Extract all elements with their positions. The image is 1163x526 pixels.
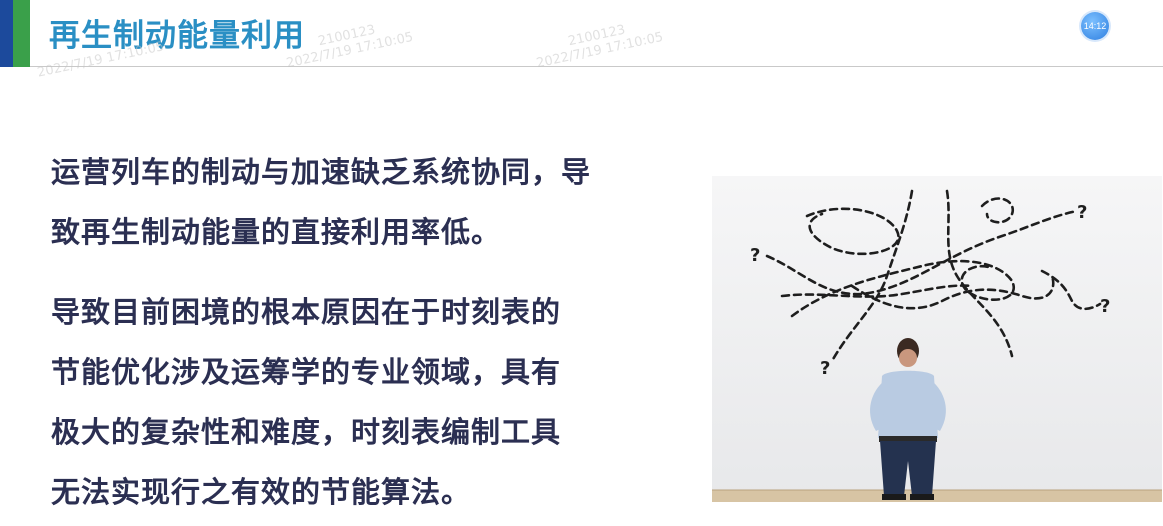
man-figure [870,338,946,500]
header-accent-blue [0,0,13,67]
paragraph-line: 极大的复杂性和难度，时刻表编制工具 [51,415,562,449]
paragraph-line: 导致目前困境的根本原因在于时刻表的 [51,295,562,329]
wall [712,176,1162,502]
slide-title: 再生制动能量利用 [49,18,305,54]
watermark: 2100123 2022/7/19 17:10:05 [535,22,665,72]
question-mark: ? [750,245,760,266]
question-mark: ? [1100,296,1110,317]
timer-badge[interactable]: 14:12 [1081,12,1109,40]
floor [712,490,1162,502]
dashed-paths [765,189,1102,363]
paragraph-line: 无法实现行之有效的节能算法。 [51,475,472,509]
header-divider [30,66,1163,67]
paragraph-line: 运营列车的制动与加速缺乏系统协同，导 [51,155,592,189]
paragraph-1: 运营列车的制动与加速缺乏系统协同，导 致再生制动能量的直接利用率低。 [51,142,671,262]
confused-man-illustration: ? ? ? ? [712,176,1162,502]
header-accent-green [13,0,30,67]
paragraph-line: 节能优化涉及运筹学的专业领域，具有 [51,355,562,389]
paragraph-2: 导致目前困境的根本原因在于时刻表的 节能优化涉及运筹学的专业领域，具有 极大的复… [51,282,671,522]
question-mark: ? [820,358,830,379]
paragraph-line: 致再生制动能量的直接利用率低。 [51,215,502,249]
question-mark: ? [1077,202,1087,223]
